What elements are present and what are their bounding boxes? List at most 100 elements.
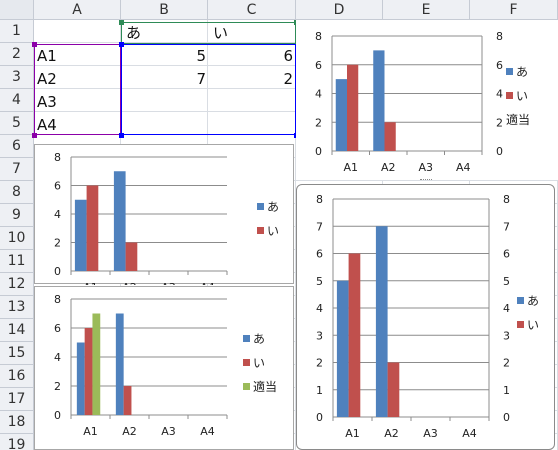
- y2-tick-label: 2: [503, 357, 510, 370]
- cell-C2[interactable]: 6: [283, 47, 293, 65]
- legend-label: あ: [267, 200, 279, 214]
- range-handle[interactable]: [119, 42, 124, 47]
- row-header-14[interactable]: 14: [0, 319, 34, 342]
- row-header-6[interactable]: 6: [0, 135, 34, 158]
- y-tick-label: 4: [316, 302, 323, 315]
- bar-あ-A1: [336, 280, 349, 417]
- y-tick-label: 6: [316, 248, 323, 261]
- column-header-B[interactable]: B: [121, 0, 208, 20]
- row-header-17[interactable]: 17: [0, 388, 34, 411]
- chart-resize-grip[interactable]: [420, 179, 432, 185]
- row-header-18[interactable]: 18: [0, 411, 34, 434]
- y-tick-label: 7: [316, 220, 323, 233]
- row-header-4[interactable]: 4: [0, 89, 34, 112]
- legend-swatch: [257, 203, 264, 210]
- y2-tick-label: 1: [503, 384, 510, 397]
- chart-bottom-left[interactable]: 0 2 4 6 8 A1 A2 A3 A4 あい適当: [34, 286, 294, 450]
- chart-middle-left[interactable]: 0 2 4 6 8 A1 A2 A3 A4 あい: [34, 144, 294, 285]
- bar-あ-A1: [335, 79, 347, 151]
- y2-tick-label: 6: [503, 248, 510, 261]
- y2-tick-label: 0: [496, 145, 503, 158]
- y-tick-label: 2: [315, 116, 322, 129]
- legend-label: あ: [527, 294, 539, 308]
- cell-B2[interactable]: 5: [196, 47, 206, 65]
- row-header-11[interactable]: 11: [0, 250, 34, 273]
- range-handle[interactable]: [32, 42, 37, 47]
- cell-B1[interactable]: あ: [126, 24, 142, 42]
- range-handle[interactable]: [32, 133, 37, 138]
- bar-い-A2: [125, 242, 138, 271]
- row-header-2[interactable]: 2: [0, 43, 34, 66]
- column-header-A[interactable]: A: [34, 0, 121, 20]
- y-tick-label: 8: [315, 30, 322, 43]
- cell-A4[interactable]: A3: [37, 93, 57, 111]
- legend-label: い: [516, 89, 528, 103]
- x-tick-label: A3: [418, 161, 433, 174]
- chart-top-right[interactable]: 0 0 2 2 4 4 6 6 8 8 A1 A2 A3 A4 あい適当: [296, 20, 558, 180]
- row-header-8[interactable]: 8: [0, 181, 34, 204]
- series-range-highlight: [121, 22, 296, 44]
- y-tick-label: 8: [54, 293, 61, 306]
- legend-swatch: [243, 335, 250, 342]
- legend-swatch: [506, 92, 513, 99]
- cell-A5[interactable]: A4: [37, 116, 57, 134]
- select-all-corner[interactable]: [0, 0, 34, 20]
- legend-label: 適当: [253, 379, 277, 394]
- cell-B3[interactable]: 7: [196, 70, 206, 88]
- y2-tick-label: 0: [503, 411, 510, 424]
- legend-label: あ: [516, 65, 528, 79]
- range-handle[interactable]: [119, 133, 124, 138]
- cell-A3[interactable]: A2: [37, 70, 57, 88]
- row-header-19[interactable]: 19: [0, 434, 34, 450]
- bar-い-A1: [84, 328, 93, 415]
- legend-label: い: [527, 318, 539, 332]
- x-tick-label: A2: [384, 427, 399, 440]
- y-tick-label: 0: [316, 411, 323, 424]
- bar-あ-A2: [115, 313, 124, 415]
- bar-適当-A1: [92, 313, 101, 415]
- row-header-13[interactable]: 13: [0, 296, 34, 319]
- row-header-5[interactable]: 5: [0, 112, 34, 135]
- row-header-16[interactable]: 16: [0, 365, 34, 388]
- row-header-12[interactable]: 12: [0, 273, 34, 296]
- y-tick-label: 6: [54, 180, 61, 193]
- column-header-F[interactable]: F: [470, 0, 558, 20]
- x-tick-label: A2: [381, 161, 396, 174]
- x-tick-label: A1: [83, 425, 98, 438]
- row-header-10[interactable]: 10: [0, 227, 34, 250]
- legend-label: い: [267, 224, 279, 238]
- range-handle[interactable]: [119, 20, 124, 25]
- y-tick-label: 6: [54, 322, 61, 335]
- row-header-7[interactable]: 7: [0, 158, 34, 181]
- column-header-D[interactable]: D: [296, 0, 383, 20]
- cell-C1[interactable]: い: [213, 24, 229, 42]
- chart-bottom-right[interactable]: 0 0 1 1 2 2 3 3 4 4 5 5 6 6 7 7 8 8 A1 A2 A3 A4 あい: [296, 184, 555, 450]
- y2-tick-label: 2: [496, 116, 503, 129]
- x-tick-label: A1: [343, 161, 358, 174]
- y-tick-label: 4: [315, 88, 322, 101]
- legend-swatch: [257, 227, 264, 234]
- y-tick-label: 2: [316, 357, 323, 370]
- bar-あ-A2: [375, 226, 388, 417]
- row-header-3[interactable]: 3: [0, 66, 34, 89]
- y-tick-label: 1: [316, 384, 323, 397]
- cell-C3[interactable]: 2: [283, 70, 293, 88]
- y-tick-label: 3: [316, 329, 323, 342]
- column-header-E[interactable]: E: [383, 0, 470, 20]
- row-header-15[interactable]: 15: [0, 342, 34, 365]
- x-tick-label: A4: [200, 281, 215, 285]
- bar-い-A1: [86, 185, 99, 271]
- y-tick-label: 6: [315, 59, 322, 72]
- y-tick-label: 0: [315, 145, 322, 158]
- y2-tick-label: 4: [496, 88, 503, 101]
- cell-A2[interactable]: A1: [37, 47, 57, 65]
- column-header-C[interactable]: C: [208, 0, 296, 20]
- legend-label: い: [253, 356, 265, 370]
- y2-tick-label: 4: [503, 302, 510, 315]
- values-range-highlight: [121, 44, 296, 135]
- y-tick-label: 2: [54, 237, 61, 250]
- row-header-1[interactable]: 1: [0, 20, 34, 43]
- gridline: [295, 20, 296, 450]
- row-header-9[interactable]: 9: [0, 204, 34, 227]
- bar-あ-A2: [373, 50, 385, 151]
